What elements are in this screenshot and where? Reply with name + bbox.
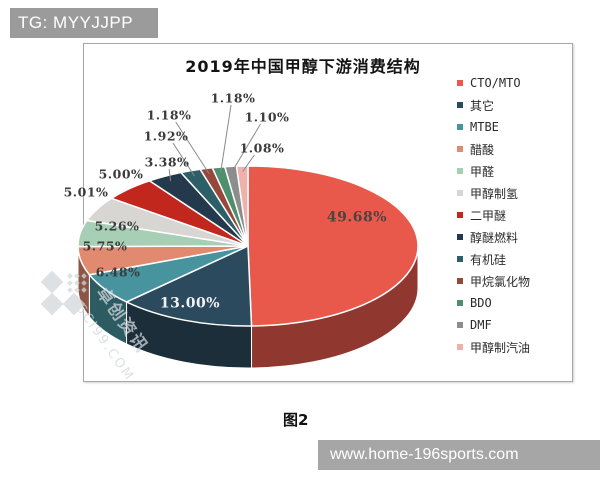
- legend-item-5: 甲醇制氢: [457, 182, 569, 204]
- label-leader-line-12: [242, 154, 255, 172]
- legend-label: BDO: [470, 296, 492, 310]
- legend-marker: [457, 102, 463, 108]
- legend-label: 其它: [470, 98, 495, 113]
- legend-marker: [457, 190, 463, 196]
- legend-label: 醇醚燃料: [470, 230, 519, 245]
- watermark-dot: [81, 280, 87, 286]
- watermark-dot: [81, 287, 87, 293]
- legend-item-10: BDO: [457, 292, 569, 314]
- pie-label-2: 6.48%: [96, 265, 141, 280]
- pie-label-5: 5.01%: [64, 185, 109, 200]
- legend-label: 二甲醚: [470, 208, 507, 223]
- watermark-dot: [74, 287, 80, 293]
- legend-label: 有机硅: [470, 252, 507, 267]
- legend-marker: [457, 344, 463, 350]
- legend-item-3: 醋酸: [457, 138, 569, 160]
- pie-slice-0: [247, 165, 419, 327]
- label-leader-line-9: [175, 121, 210, 175]
- watermark-dot: [74, 280, 80, 286]
- legend-label: 甲醛: [470, 164, 495, 179]
- watermark-diamond: [40, 270, 64, 294]
- pie-slice-12: [235, 165, 249, 247]
- legend-item-12: 甲醇制汽油: [457, 336, 569, 358]
- label-leader-line-8: [172, 142, 195, 177]
- pie-label-10: 1.18%: [211, 91, 256, 106]
- legend-item-11: DMF: [457, 314, 569, 336]
- watermark-diamond: [62, 292, 86, 316]
- pie-label-7: 3.38%: [145, 155, 190, 170]
- pie-label-9: 1.18%: [147, 108, 192, 123]
- legend-label: 甲醇制氢: [470, 186, 519, 201]
- tg-badge: TG: MYYJJPP: [10, 8, 158, 38]
- legend-item-9: 甲烷氯化物: [457, 270, 569, 292]
- legend-label: 醋酸: [470, 142, 495, 157]
- label-leader-line-10: [220, 104, 232, 173]
- legend-item-2: MTBE: [457, 116, 569, 138]
- pie-label-6: 5.00%: [99, 167, 144, 182]
- legend-item-4: 甲醛: [457, 160, 569, 182]
- legend-label: 甲烷氯化物: [470, 274, 531, 289]
- legend-marker: [457, 212, 463, 218]
- watermark-dot: [74, 273, 80, 279]
- legend-marker: [457, 80, 463, 86]
- legend-item-7: 醇醚燃料: [457, 226, 569, 248]
- legend-label: 甲醇制汽油: [470, 340, 531, 355]
- legend-item-0: CTO/MTO: [457, 72, 569, 94]
- figure-caption: 图2: [283, 411, 309, 429]
- pie-slice-1: [125, 245, 253, 327]
- legend-marker: [457, 300, 463, 306]
- pie-label-1: 13.00%: [160, 296, 220, 312]
- legend-label: MTBE: [470, 120, 499, 134]
- legend-marker: [457, 124, 463, 130]
- pie-label-4: 5.26%: [95, 219, 140, 234]
- watermark-dot: [81, 273, 87, 279]
- legend-marker: [457, 278, 463, 284]
- legend-marker: [457, 256, 463, 262]
- chart-title: 2019年中国甲醇下游消费结构: [185, 57, 421, 76]
- pie-label-0: 49.68%: [327, 210, 387, 226]
- legend-item-6: 二甲醚: [457, 204, 569, 226]
- watermark-dot: [67, 273, 73, 279]
- chart-legend: CTO/MTO 其它 MTBE 醋酸甲醛甲醇制氢二甲醚醇醚燃料有机硅甲烷氯化物 BDO D…: [457, 72, 569, 358]
- legend-marker: [457, 234, 463, 240]
- footer-url-banner: www.home-196sports.com: [318, 440, 600, 470]
- watermark-dot: [67, 280, 73, 286]
- legend-item-8: 有机硅: [457, 248, 569, 270]
- pie-label-12: 1.08%: [240, 141, 285, 156]
- legend-marker: [457, 146, 463, 152]
- pie-label-8: 1.92%: [144, 129, 189, 144]
- pie-label-3: 5.75%: [83, 239, 128, 254]
- label-leader-line-7: [168, 168, 172, 182]
- legend-marker: [457, 322, 463, 328]
- legend-label: DMF: [470, 318, 492, 332]
- legend-item-1: 其它: [457, 94, 569, 116]
- legend-marker: [457, 168, 463, 174]
- watermark-dot: [67, 287, 73, 293]
- pie-label-11: 1.10%: [245, 110, 290, 125]
- label-leader-line-11: [231, 123, 261, 173]
- legend-label: CTO/MTO: [470, 76, 521, 90]
- watermark-diamond: [40, 292, 64, 316]
